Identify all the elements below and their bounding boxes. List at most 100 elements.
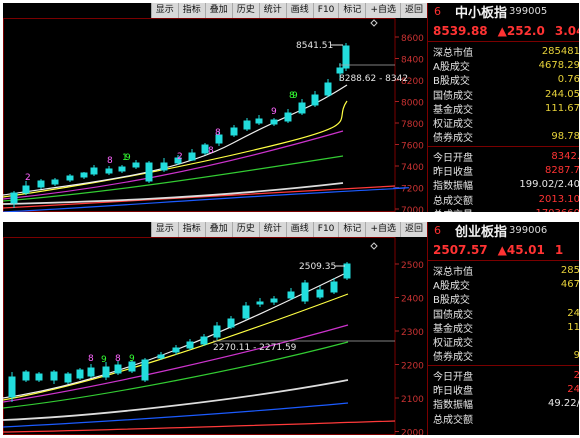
last-price: 8539.88 (433, 23, 488, 38)
candle-body (298, 102, 306, 114)
stat-row: 总成交额 (428, 411, 579, 426)
stat-value: 2 (573, 369, 579, 381)
candle-body (145, 162, 153, 182)
toolbar-button-3[interactable]: 历史 (231, 222, 259, 237)
moving-average-line (3, 324, 349, 403)
candle-body (213, 325, 221, 338)
stat-row: 债券成交 9 (428, 349, 579, 363)
candlestick-chart-chinext[interactable]: 2500 2400 2300 2200 2100 2000 8 8 9 9 2270.11 - 22… (3, 222, 427, 435)
y-tick-label: 8000 (401, 99, 424, 109)
candle-body (230, 127, 238, 136)
stat-value: 8342. (551, 150, 579, 162)
toolbar-button-8[interactable]: +自选 (365, 3, 400, 18)
toolbar-button-9[interactable]: 返回 (399, 3, 427, 18)
stat-value: 4678.29 (538, 59, 579, 71)
stat-value: 285481 (541, 45, 579, 57)
range-label: 8288.62 - 8342 (339, 74, 408, 84)
candle-body (8, 376, 16, 398)
stat-label: B股成交 (433, 295, 470, 307)
candle-body (35, 373, 43, 381)
candle-body (172, 347, 180, 353)
y-tick-label: 7600 (401, 142, 424, 152)
stat-label: 国债成交 (433, 90, 473, 102)
toolbar-button-1[interactable]: 指标 (177, 3, 205, 18)
moving-average-line (3, 100, 348, 198)
stat-value: 244.05 (545, 88, 579, 100)
quote-header: 6 中小板指 399005 (428, 3, 579, 21)
candle-body (284, 112, 292, 122)
candle-body (22, 185, 30, 194)
y-tick-label: 8400 (401, 56, 424, 66)
toolbar-button-4[interactable]: 统计 (258, 222, 286, 237)
toolbar-button-7[interactable]: 标记 (338, 222, 365, 237)
toolbar-button-0[interactable]: 显示 (150, 222, 178, 237)
stat-label: 债券成交 (433, 133, 473, 145)
quote-header: 6 创业板指 399006 (428, 222, 579, 240)
candlestick-chart-sme[interactable]: 8600 8400 8200 8000 7800 7600 7400 7200 7000 2 8 8 9… (3, 3, 427, 212)
stat-row: 基金成交 111.67 (428, 101, 579, 116)
candle-body (242, 305, 250, 319)
y-tick-label: 2000 (401, 429, 424, 436)
candle-body (270, 119, 278, 125)
index-panel-sme: 8600 8400 8200 8000 7800 7600 7400 7200 7000 2 8 8 9… (3, 3, 579, 212)
stat-value: 8287.7 (545, 165, 579, 177)
toolbar-button-4[interactable]: 统计 (258, 3, 286, 18)
badge: 6 (434, 5, 441, 18)
stat-value: 11 (567, 321, 579, 333)
toolbar-button-3[interactable]: 历史 (231, 3, 259, 18)
divider (428, 365, 579, 367)
toolbar-button-6[interactable]: F10 (312, 222, 339, 237)
toolbar-button-5[interactable]: 画线 (285, 222, 313, 237)
stat-row: 指数振幅 49.22/ (428, 397, 579, 411)
quote-sidebar-sme: 6 中小板指 399005 8539.88 ▲252.0 3.04 深总市值 28… (427, 3, 579, 212)
moving-average-line (3, 420, 396, 433)
chart-canvas-sme[interactable]: 8600840082008000780076007400720070002889… (3, 3, 427, 212)
stat-label: 昨日收盘 (433, 386, 473, 398)
toolbar-button-2[interactable]: 叠加 (204, 3, 232, 18)
y-tick-label: 7800 (401, 120, 424, 130)
price-line: 8539.88 ▲252.0 3.04 (428, 20, 579, 42)
candle-body (76, 369, 84, 379)
stat-row: A股成交 4678.29 (428, 58, 579, 73)
moving-average-line (3, 155, 344, 202)
stat-label: 深总市值 (433, 47, 473, 59)
toolbar-button-2[interactable]: 叠加 (204, 222, 232, 237)
stat-row: 指数振幅 199.02/2.40 (428, 178, 579, 192)
y-tick-label: 8600 (401, 34, 424, 44)
candle-body (301, 282, 309, 302)
moving-average-line (3, 293, 349, 401)
candle-body (64, 373, 72, 383)
stat-value: 0.76 (557, 74, 579, 86)
toolbar-button-9[interactable]: 返回 (399, 222, 427, 237)
chart-toolbar-chinext: 显示 指标 叠加 历史 统计 画线 F10 标记 +自选 返回 (150, 222, 427, 237)
y-tick-label: 2200 (401, 362, 424, 372)
stat-label: 深总市值 (433, 266, 473, 278)
stat-row: 昨日收盘 24 (428, 382, 579, 398)
toolbar-button-0[interactable]: 显示 (150, 3, 178, 18)
toolbar-button-5[interactable]: 画线 (285, 3, 313, 18)
moving-average-line (3, 84, 348, 196)
candle-body (141, 359, 149, 381)
sequence-count-label: 8 (208, 146, 214, 156)
index-panel-chinext: 2500 2400 2300 2200 2100 2000 8 8 9 9 2270.11 - 22… (3, 222, 579, 435)
toolbar-button-1[interactable]: 指标 (177, 222, 205, 237)
moving-average-line (3, 402, 349, 428)
candle-body (10, 192, 18, 204)
stat-row: 深总市值 285 (428, 263, 579, 278)
sequence-count-label: 8 (215, 128, 221, 138)
toolbar-button-7[interactable]: 标记 (338, 3, 365, 18)
toolbar-button-6[interactable]: F10 (312, 3, 339, 18)
candle-body (316, 289, 324, 298)
stat-row: 基金成交 11 (428, 320, 579, 335)
last-price: 2507.57 (433, 242, 488, 257)
stat-label: 债券成交 (433, 352, 473, 364)
price-change: ▲252.0 (497, 23, 545, 38)
price-change-pct: 1 (554, 242, 564, 257)
stat-row: 权证成交 (428, 115, 579, 130)
stat-label: 今日开盘 (433, 371, 473, 383)
diamond-icon (370, 19, 378, 27)
toolbar-button-8[interactable]: +自选 (365, 222, 400, 237)
price-change: ▲45.01 (497, 242, 545, 257)
divider (428, 146, 579, 148)
